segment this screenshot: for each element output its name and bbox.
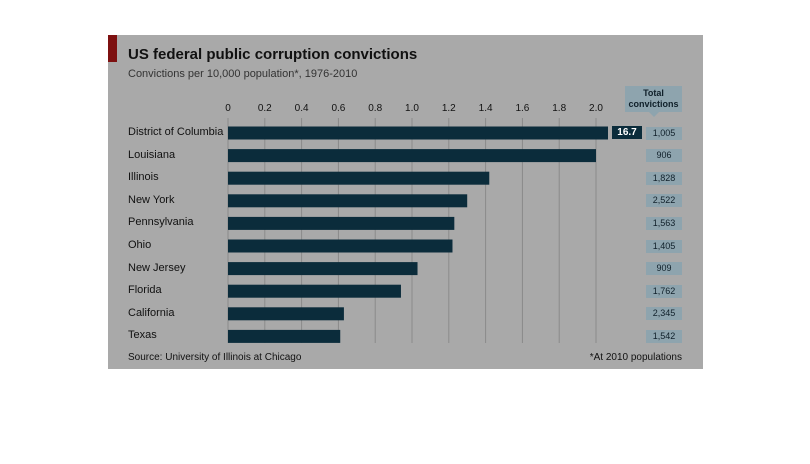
x-tick-label: 0.2 (257, 103, 272, 114)
bar (228, 262, 418, 276)
x-tick-label: 0.8 (368, 103, 383, 114)
x-tick-label: 1.6 (515, 103, 530, 114)
total-convictions-value: 906 (646, 149, 682, 163)
x-tick-label: 0 (225, 103, 231, 114)
brand-tab (108, 35, 117, 62)
x-tick-label: 0.6 (331, 103, 346, 114)
total-convictions-value: 1,005 (646, 126, 682, 140)
x-tick-label: 0.4 (294, 103, 309, 114)
bar (228, 329, 341, 343)
bar (228, 239, 453, 253)
total-convictions-value: 1,563 (646, 216, 682, 230)
total-convictions-value: 1,762 (646, 284, 682, 298)
x-tick-label: 2.0 (589, 103, 603, 114)
bar-break-marker (608, 126, 612, 140)
category-label: Ohio (128, 239, 152, 251)
bar (228, 171, 490, 185)
category-label: New Jersey (128, 261, 186, 274)
totals-header: Total convictions (625, 86, 682, 117)
source-note: Source: University of Illinois at Chicag… (128, 352, 302, 363)
total-convictions-value: 1,405 (646, 239, 682, 253)
bar (228, 307, 344, 321)
bar (228, 149, 596, 163)
chart-title: US federal public corruption convictions (128, 46, 418, 63)
category-label: Louisiana (128, 148, 176, 161)
bar (228, 126, 608, 140)
dc-value-label: 16.7 (612, 126, 642, 139)
total-convictions-value: 909 (646, 262, 682, 276)
total-convictions-value: 1,828 (646, 171, 682, 185)
x-tick-label: 1.0 (405, 103, 419, 114)
category-label: Pennsylvania (128, 216, 194, 229)
category-label: District of Columbia (128, 126, 224, 138)
total-convictions-value: 2,345 (646, 307, 682, 321)
bar (228, 216, 455, 230)
category-label: Illinois (128, 171, 159, 184)
category-label: Texas (128, 329, 157, 342)
category-label: California (128, 306, 175, 319)
chart-subtitle: Convictions per 10,000 population*, 1976… (128, 68, 358, 80)
bar (228, 194, 468, 208)
footnote: *At 2010 populations (589, 352, 682, 363)
category-label: Florida (128, 284, 162, 297)
x-tick-label: 1.4 (478, 103, 493, 114)
total-convictions-value: 2,522 (646, 194, 682, 208)
category-label: New York (128, 193, 175, 206)
bar (228, 284, 401, 298)
total-convictions-value: 1,542 (646, 329, 682, 343)
x-tick-label: 1.2 (441, 103, 456, 114)
x-tick-label: 1.8 (552, 103, 567, 114)
